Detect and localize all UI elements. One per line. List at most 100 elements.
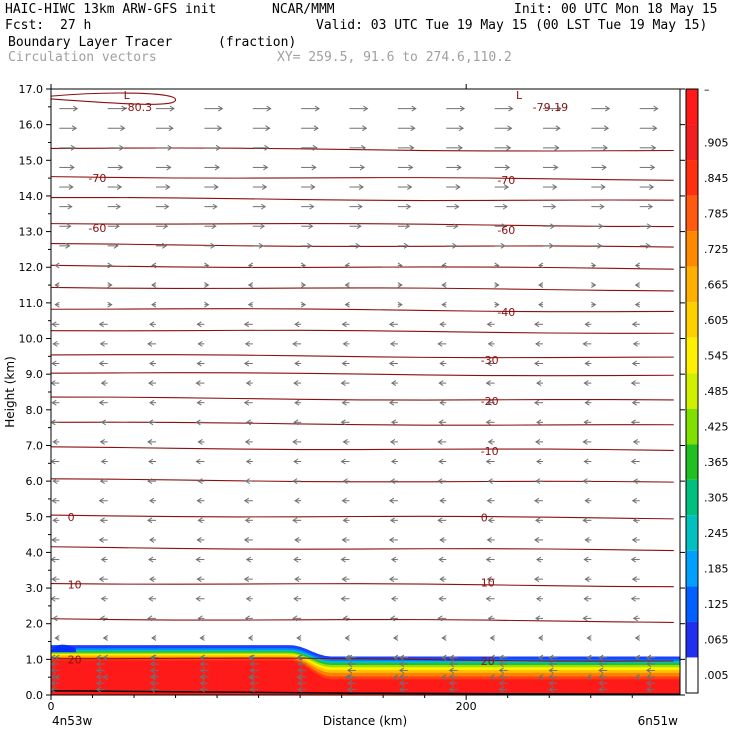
vector-arrow bbox=[389, 478, 396, 485]
vector-arrow bbox=[536, 458, 542, 465]
x-right-endpoint: 6n51w bbox=[638, 714, 679, 728]
vector-arrow bbox=[197, 517, 203, 524]
vector-arrow bbox=[309, 203, 315, 210]
colorbar-swatch bbox=[686, 515, 698, 551]
vector-arrow bbox=[494, 282, 500, 288]
vector-arrow bbox=[439, 321, 445, 328]
vector-arrow bbox=[54, 301, 60, 308]
colorbar-swatch bbox=[686, 621, 698, 658]
contour-label: -79.19 bbox=[533, 101, 568, 114]
vector-arrow bbox=[550, 223, 556, 230]
colorbar-swatch bbox=[686, 373, 698, 409]
vector-arrow bbox=[555, 125, 561, 132]
vector-arrow bbox=[454, 203, 460, 210]
vector-arrow bbox=[498, 686, 504, 693]
vector-arrow bbox=[296, 635, 302, 641]
isotherm-line bbox=[51, 196, 674, 202]
vector-arrow bbox=[195, 458, 201, 465]
isotherm-line bbox=[51, 354, 674, 359]
y-tick-label: 6.0 bbox=[26, 475, 44, 488]
vector-arrow bbox=[498, 680, 504, 687]
vector-arrow bbox=[247, 262, 254, 269]
vector-arrow bbox=[584, 399, 590, 406]
vector-arrow bbox=[149, 673, 156, 680]
vector-arrow bbox=[347, 673, 353, 680]
vector-arrow bbox=[598, 686, 604, 693]
vector-arrow bbox=[147, 340, 153, 347]
contour-label: 20 bbox=[68, 653, 82, 666]
vector-arrow bbox=[409, 144, 415, 151]
y-tick-label: 5.0 bbox=[26, 511, 44, 524]
vector-arrow bbox=[439, 399, 445, 406]
vector-arrow bbox=[634, 282, 640, 288]
vector-arrow bbox=[243, 497, 250, 504]
vector-arrow bbox=[397, 282, 403, 288]
vector-arrow bbox=[355, 242, 361, 249]
tracer-band bbox=[51, 660, 680, 695]
vector-arrow bbox=[535, 517, 541, 524]
colorbar-label: .005 bbox=[704, 669, 729, 682]
colorbar-swatch bbox=[686, 444, 698, 480]
vector-arrow bbox=[582, 340, 588, 347]
vector-arrow bbox=[100, 419, 106, 426]
vector-arrow bbox=[645, 242, 651, 249]
vector-arrow bbox=[342, 438, 348, 445]
vector-arrow bbox=[313, 125, 319, 132]
vector-arrow bbox=[115, 203, 122, 210]
vector-arrow bbox=[148, 419, 154, 426]
vector-arrow bbox=[292, 438, 298, 445]
colorbar-label: .125 bbox=[704, 598, 729, 611]
vector-arrow bbox=[501, 223, 507, 230]
y-tick-label: 7.0 bbox=[26, 439, 44, 452]
vector-arrow bbox=[167, 144, 173, 151]
vector-arrow bbox=[195, 380, 201, 387]
contour-label: -60 bbox=[88, 222, 106, 235]
vector-arrow bbox=[149, 686, 156, 693]
vector-arrow bbox=[300, 301, 307, 308]
y-tick-label: 12.0 bbox=[19, 261, 44, 274]
vector-arrow bbox=[632, 478, 638, 485]
vector-arrow bbox=[95, 667, 102, 674]
vector-arrow bbox=[498, 661, 504, 667]
center-name: NCAR/MMM bbox=[272, 2, 335, 17]
vector-arrow bbox=[148, 380, 154, 387]
vector-arrow bbox=[249, 686, 255, 693]
vector-arrow bbox=[358, 184, 364, 190]
vector-arrow bbox=[548, 686, 554, 693]
vector-arrow bbox=[548, 654, 554, 661]
vector-arrow bbox=[263, 164, 269, 171]
vector-arrow bbox=[199, 661, 205, 667]
vector-arrow bbox=[632, 438, 638, 445]
contour-label: -40 bbox=[497, 306, 515, 319]
vector-arrow bbox=[149, 680, 156, 687]
vector-arrow bbox=[360, 144, 367, 151]
vector-arrow bbox=[441, 635, 447, 641]
vector-arrow bbox=[534, 360, 540, 367]
vector-arrow bbox=[107, 282, 113, 288]
y-tick-label: 16.0 bbox=[19, 119, 44, 132]
vector-arrow bbox=[548, 661, 554, 667]
vector-arrow bbox=[245, 595, 252, 602]
vector-arrow bbox=[54, 262, 60, 269]
vector-arrow bbox=[212, 203, 218, 210]
vector-arrow bbox=[147, 478, 153, 485]
vector-arrow bbox=[151, 262, 157, 269]
vector-arrow bbox=[584, 576, 590, 583]
vector-arrow bbox=[653, 105, 659, 112]
vector-arrow bbox=[300, 262, 307, 269]
vector-arrow bbox=[247, 301, 254, 308]
vector-arrow bbox=[245, 419, 252, 426]
vector-arrow bbox=[294, 497, 300, 504]
vector-arrow bbox=[634, 674, 640, 681]
contour-label: -10 bbox=[481, 445, 499, 458]
vector-arrow bbox=[297, 661, 303, 667]
colorbar-label: .365 bbox=[704, 456, 729, 469]
colorbar-swatch bbox=[686, 266, 698, 303]
vector-arrow bbox=[347, 661, 353, 667]
colorbar-label: .485 bbox=[704, 385, 729, 398]
vector-arrow bbox=[448, 661, 454, 667]
vector-arrow bbox=[294, 360, 300, 367]
vector-arrow bbox=[583, 595, 589, 602]
vector-arrow bbox=[437, 438, 443, 445]
y-tick-label: 1.0 bbox=[26, 653, 44, 666]
